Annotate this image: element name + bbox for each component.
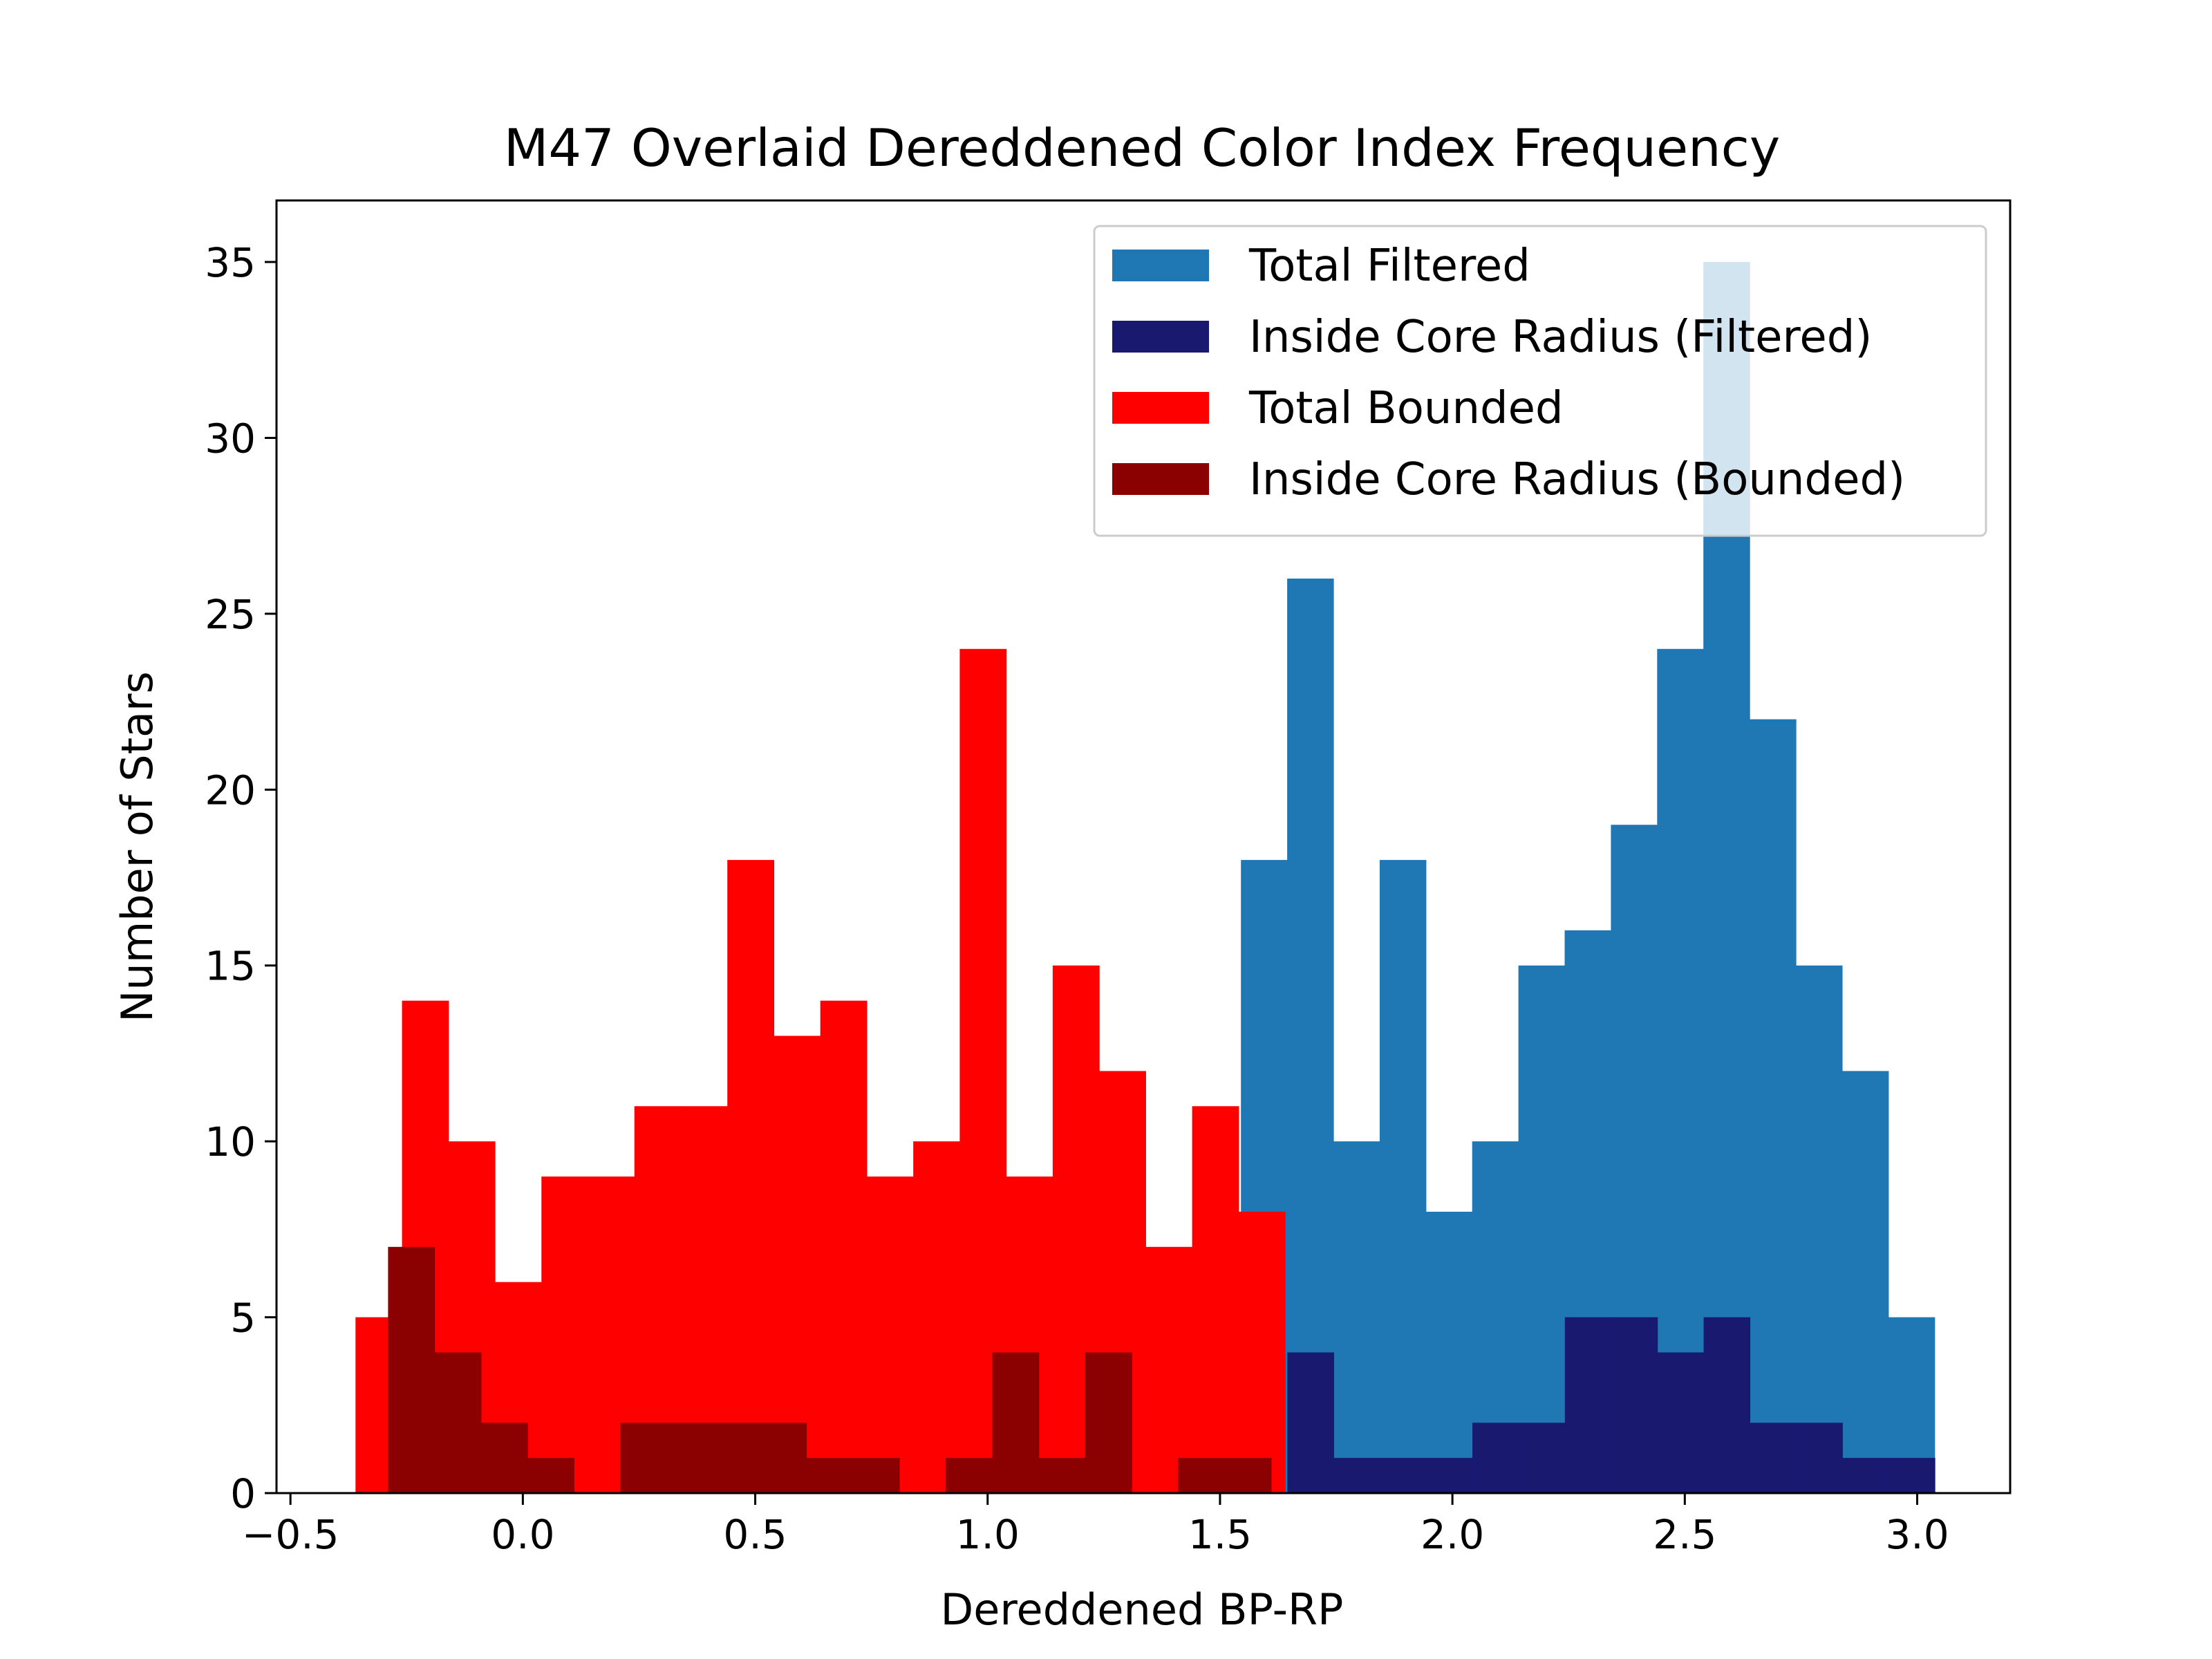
histogram-bar (1287, 1352, 1334, 1493)
legend: Total Filtered Inside Core Radius (Filter… (1093, 225, 1987, 537)
histogram-bar (992, 1352, 1040, 1493)
histogram-bar (1425, 1211, 1473, 1493)
histogram-bar (1518, 1423, 1566, 1493)
histogram-bar (1287, 579, 1334, 1493)
histogram-bar (388, 1246, 435, 1493)
histogram-bar (1238, 1211, 1286, 1493)
histogram-bar (852, 1458, 900, 1493)
x-tick-label: 0.0 (491, 1511, 554, 1558)
histogram-bar (820, 1000, 868, 1493)
histogram-bar (1888, 1458, 1936, 1493)
x-tick-label: −0.5 (242, 1511, 339, 1558)
histogram-bar (620, 1423, 668, 1493)
y-tick-label: 25 (205, 591, 256, 638)
histogram-bar (666, 1423, 714, 1493)
histogram-bar (434, 1352, 482, 1493)
series-1-bars (1287, 1317, 1936, 1493)
histogram-bar (1085, 1352, 1132, 1493)
histogram-bar (913, 1141, 961, 1493)
y-tick-label: 15 (205, 943, 256, 990)
histogram-bar (1842, 1458, 1889, 1493)
legend-swatch (1112, 250, 1209, 281)
x-axis-label: Dereddened BP-RP (941, 1584, 1344, 1635)
histogram-bar (866, 1177, 914, 1493)
histogram-bar (727, 860, 775, 1493)
histogram-bar (480, 1423, 528, 1493)
legend-label: Total Filtered (1248, 241, 1530, 292)
y-tick-label: 20 (205, 767, 256, 814)
y-axis-label: Number of Stars (112, 671, 162, 1022)
histogram-bar (1380, 1458, 1427, 1493)
histogram-bar (806, 1458, 854, 1493)
x-tick-label: 2.5 (1653, 1511, 1716, 1558)
bars-layer (355, 262, 1936, 1493)
y-tick-label: 35 (205, 239, 256, 286)
histogram-bar (1518, 965, 1566, 1493)
histogram-bar (1038, 1458, 1086, 1493)
plot-frame (275, 199, 2012, 1494)
histogram-bar (1145, 1246, 1193, 1493)
histogram-bar (1841, 1071, 1889, 1493)
histogram-bar (1426, 1458, 1473, 1493)
histogram-bar (1333, 1458, 1380, 1493)
legend-label: Total Bounded (1248, 383, 1564, 434)
y-axis: 0 5 10 15 20 25 30 35 (205, 239, 276, 1517)
chart-title: M47 Overlaid Dereddened Color Index Freq… (504, 118, 1781, 178)
series-3-bars (388, 1246, 1272, 1493)
histogram-bar (1657, 1352, 1705, 1493)
histogram-bar (1379, 860, 1427, 1493)
x-axis: −0.5 0.0 0.5 1.0 1.5 2.0 2.5 3.0 (242, 1493, 1949, 1558)
y-tick-label: 30 (205, 415, 256, 462)
histogram-bar (1472, 1423, 1519, 1493)
legend-label: Inside Core Radius (Filtered) (1249, 312, 1872, 363)
x-tick-label: 3.0 (1885, 1511, 1949, 1558)
histogram-bar (527, 1458, 574, 1493)
y-tick-label: 0 (230, 1470, 256, 1517)
legend-swatch (1112, 392, 1209, 424)
histogram-bar (760, 1423, 807, 1493)
legend-label: Inside Core Radius (Bounded) (1249, 454, 1905, 505)
legend-swatch (1112, 463, 1209, 495)
histogram-bar (774, 1035, 821, 1493)
x-tick-label: 1.5 (1188, 1511, 1252, 1558)
histogram-bar (1224, 1458, 1272, 1493)
series-0-bars (1241, 262, 1936, 1493)
histogram-bar (1750, 1423, 1797, 1493)
x-tick-label: 2.0 (1421, 1511, 1484, 1558)
histogram-bar (1192, 1106, 1239, 1493)
histogram-bar (1333, 1141, 1380, 1493)
histogram-bar (541, 1177, 589, 1493)
x-tick-label: 0.5 (723, 1511, 787, 1558)
x-tick-label: 1.0 (956, 1511, 1020, 1558)
legend-frame (1093, 225, 1987, 537)
histogram-bar (1703, 1317, 1751, 1493)
histogram-bar (1564, 1317, 1612, 1493)
histogram-bar (946, 1458, 993, 1493)
histogram-bar (713, 1423, 760, 1493)
histogram-bar (1611, 1317, 1658, 1493)
histogram-bar (1750, 719, 1797, 1493)
legend-swatch (1112, 321, 1209, 353)
histogram-bar (1796, 965, 1843, 1493)
y-tick-label: 10 (205, 1118, 256, 1165)
histogram-bar (1178, 1458, 1226, 1493)
y-tick-label: 5 (230, 1295, 256, 1342)
histogram-bar (1796, 1423, 1843, 1493)
